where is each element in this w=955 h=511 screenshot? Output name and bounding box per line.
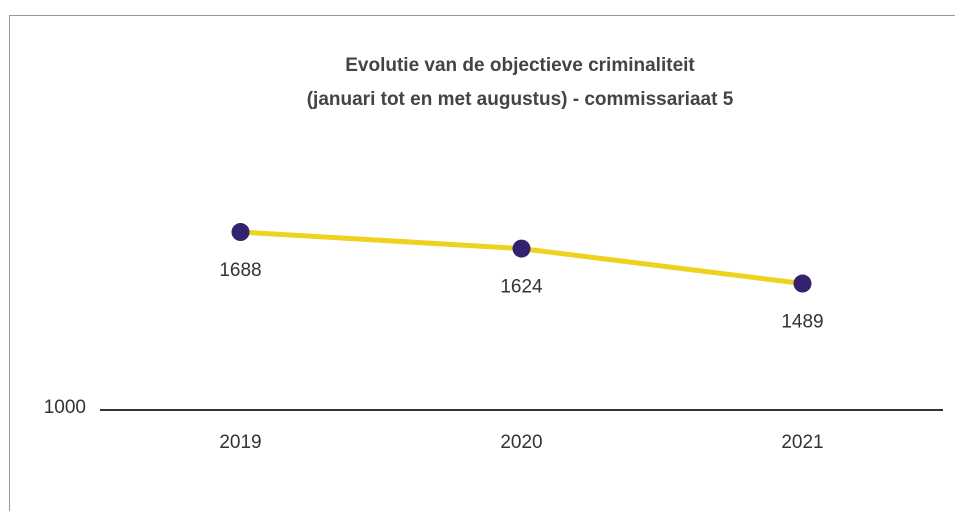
chart-title: Evolutie van de objectieve criminaliteit xyxy=(345,55,695,76)
data-label: 1688 xyxy=(219,260,261,281)
data-label: 1624 xyxy=(500,277,543,298)
x-tick-label: 2021 xyxy=(781,432,823,453)
x-tick-label: 2019 xyxy=(219,432,261,453)
marker xyxy=(793,274,812,293)
y-tick-label: 1000 xyxy=(44,397,86,418)
frame xyxy=(9,15,955,511)
x-tick-label: 2020 xyxy=(500,432,542,453)
marker xyxy=(512,239,531,258)
chart-title: (januari tot en met augustus) - commissa… xyxy=(307,89,734,110)
marker xyxy=(231,223,250,242)
data-label: 1489 xyxy=(781,312,823,333)
